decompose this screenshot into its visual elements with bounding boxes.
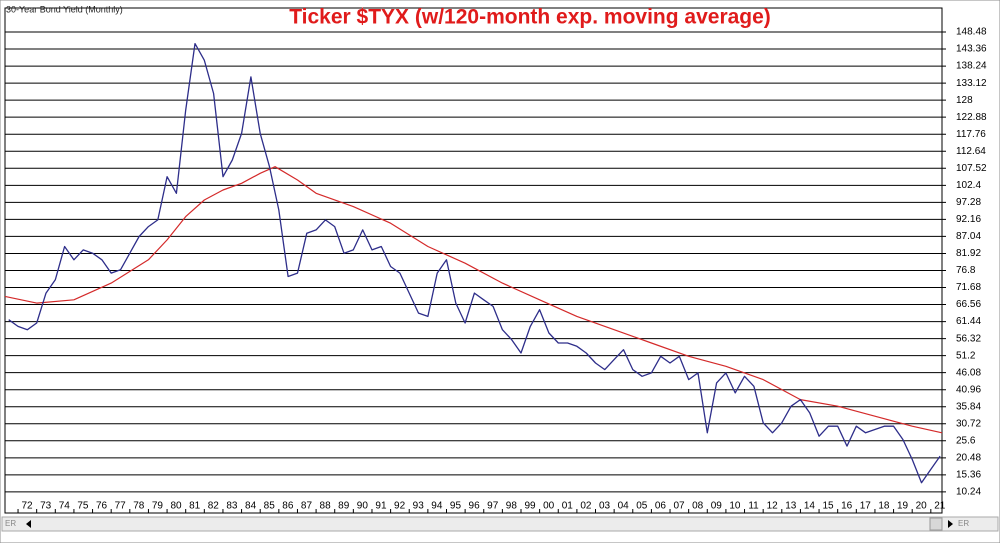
x-tick-label: 17 (860, 501, 872, 512)
x-tick-label: 03 (599, 501, 611, 512)
x-tick-label: 84 (245, 501, 257, 512)
chart-subtitle: 30-Year Bond Yield (Monthly) (6, 4, 123, 14)
y-tick-label: 87.04 (956, 231, 981, 242)
x-tick-label: 79 (152, 501, 164, 512)
x-tick-label: 83 (226, 501, 238, 512)
y-tick-label: 128 (956, 95, 973, 106)
y-tick-label: 56.32 (956, 333, 981, 344)
x-tick-label: 73 (40, 501, 52, 512)
x-tick-label: 05 (636, 501, 648, 512)
y-tick-label: 117.76 (956, 129, 986, 140)
y-tick-label: 143.36 (956, 44, 987, 55)
x-tick-label: 78 (133, 501, 145, 512)
x-tick-label: 87 (301, 501, 313, 512)
chart-title: Ticker $TYX (w/120-month exp. moving ave… (289, 6, 771, 29)
y-tick-label: 10.24 (956, 487, 981, 498)
x-tick-label: 97 (487, 501, 499, 512)
y-tick-label: 40.96 (956, 384, 981, 395)
x-tick-label: 96 (469, 501, 481, 512)
x-tick-label: 99 (524, 501, 536, 512)
x-tick-label: 21 (934, 501, 946, 512)
scroll-track[interactable] (1, 516, 999, 532)
x-tick-label: 92 (394, 501, 406, 512)
x-tick-label: 12 (767, 501, 779, 512)
y-tick-label: 35.84 (956, 401, 981, 412)
x-tick-label: 89 (338, 501, 350, 512)
x-tick-label: 75 (77, 501, 89, 512)
x-tick-label: 11 (748, 501, 759, 512)
y-tick-label: 138.24 (956, 61, 987, 72)
x-tick-label: 90 (357, 501, 369, 512)
scrollbar[interactable]: ER ER (1, 516, 999, 532)
y-tick-label: 66.56 (956, 299, 981, 310)
y-tick-label: 71.68 (956, 282, 981, 293)
x-tick-label: 77 (115, 501, 127, 512)
scroll-right-arrow[interactable] (948, 520, 953, 528)
y-tick-label: 51.2 (956, 350, 976, 361)
y-tick-label: 148.48 (956, 27, 987, 38)
x-tick-label: 95 (450, 501, 462, 512)
y-tick-label: 30.72 (956, 418, 981, 429)
x-tick-label: 14 (804, 501, 816, 512)
x-tick-label: 93 (413, 501, 425, 512)
x-tick-label: 09 (711, 501, 723, 512)
x-tick-label: 85 (264, 501, 276, 512)
x-tick-label: 19 (897, 501, 909, 512)
moving-average-line (4, 166, 943, 434)
scroll-thumb[interactable] (929, 517, 943, 531)
y-tick-label: 46.08 (956, 367, 981, 378)
y-tick-label: 25.6 (956, 435, 976, 446)
x-tick-label: 08 (692, 501, 704, 512)
y-tick-label: 76.8 (956, 265, 976, 276)
x-tick-label: 16 (841, 501, 853, 512)
x-tick-label: 18 (878, 501, 890, 512)
scroll-left-label: ER (5, 519, 16, 528)
x-tick-label: 80 (171, 501, 183, 512)
x-tick-label: 72 (21, 501, 33, 512)
y-tick-label: 102.4 (956, 180, 981, 191)
x-tick-label: 91 (375, 501, 387, 512)
x-tick-label: 15 (822, 501, 834, 512)
x-tick-label: 88 (320, 501, 332, 512)
x-tick-label: 82 (208, 501, 220, 512)
y-tick-label: 61.44 (956, 316, 981, 327)
x-tick-label: 81 (189, 501, 201, 512)
y-tick-label: 15.36 (956, 470, 981, 481)
x-tick-label: 06 (655, 501, 667, 512)
x-tick-label: 76 (96, 501, 108, 512)
y-tick-label: 92.16 (956, 214, 981, 225)
y-tick-label: 81.92 (956, 248, 981, 259)
x-tick-label: 94 (431, 501, 443, 512)
x-tick-label: 13 (785, 501, 797, 512)
plot-area (4, 7, 943, 514)
y-tick-label: 133.12 (956, 78, 987, 89)
x-tick-label: 86 (282, 501, 294, 512)
x-tick-label: 04 (618, 501, 630, 512)
scroll-right-label: ER (958, 519, 969, 528)
x-tick-label: 01 (562, 501, 574, 512)
x-tick-label: 00 (543, 501, 555, 512)
x-tick-label: 10 (729, 501, 741, 512)
y-tick-label: 20.48 (956, 452, 981, 463)
x-tick-label: 20 (916, 501, 928, 512)
scroll-left-arrow[interactable] (26, 520, 31, 528)
y-tick-label: 122.88 (956, 112, 987, 123)
x-tick-label: 98 (506, 501, 518, 512)
y-tick-label: 97.28 (956, 197, 981, 208)
x-tick-label: 07 (673, 501, 685, 512)
x-tick-label: 74 (59, 501, 71, 512)
y-tick-label: 112.64 (956, 146, 986, 157)
price-line (8, 42, 941, 484)
y-tick-label: 107.52 (956, 163, 987, 174)
x-tick-label: 02 (580, 501, 592, 512)
